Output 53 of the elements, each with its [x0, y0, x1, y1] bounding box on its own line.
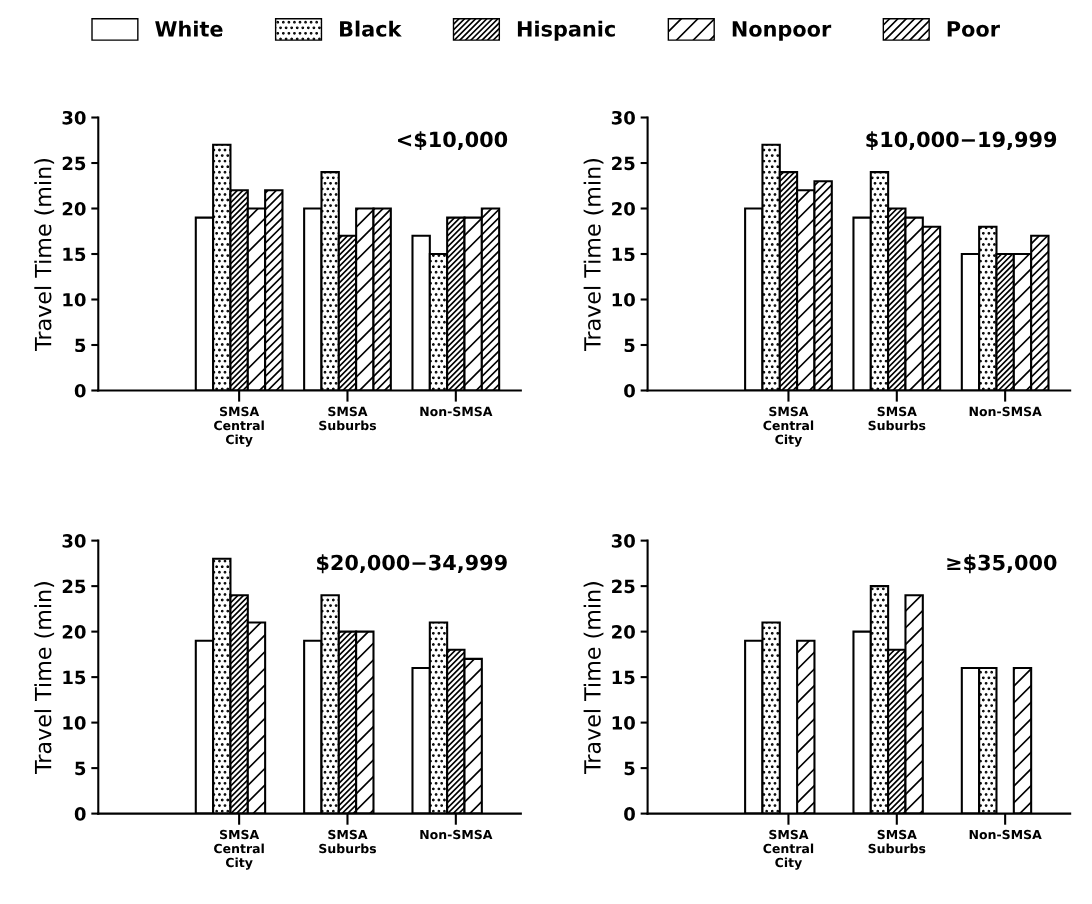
- y-tick-label: 20: [612, 201, 635, 216]
- y-tick-label: 5: [624, 761, 635, 776]
- legend-label: Hispanic: [517, 20, 615, 41]
- y-tick-label: 0: [74, 807, 86, 821]
- legend-label: Black: [340, 20, 402, 37]
- y-axis-title: Travel Time (min): [583, 159, 604, 351]
- y-tick-label: 20: [62, 625, 86, 639]
- y-tick-label: 25: [612, 156, 635, 171]
- x-tick-label: SMSA Central City: [214, 829, 264, 870]
- y-tick-label: 30: [611, 110, 635, 125]
- legend-label: Nonpoor: [732, 21, 832, 41]
- x-tick-label: SMSA Central City: [763, 406, 814, 447]
- y-tick-label: 30: [611, 534, 635, 548]
- legend-label: Poor: [947, 21, 1000, 37]
- y-tick-label: 20: [612, 625, 635, 639]
- y-tick-label: 0: [624, 807, 635, 821]
- y-tick-label: 10: [612, 716, 635, 730]
- y-tick-label: 10: [612, 292, 635, 307]
- y-tick-label: 10: [63, 292, 86, 307]
- y-tick-label: 10: [63, 716, 86, 730]
- y-tick-label: 20: [62, 201, 86, 216]
- x-tick-label: SMSA Suburbs: [868, 829, 926, 854]
- text: $20,000−34,999: [317, 554, 507, 574]
- x-tick-label: SMSA Central City: [214, 406, 264, 447]
- x-tick-label: Non-SMSA: [420, 829, 493, 840]
- y-tick-label: 30: [62, 110, 86, 125]
- x-tick-label: Non-SMSA: [420, 406, 493, 417]
- y-tick-label: 15: [612, 670, 635, 685]
- y-tick-label: 5: [75, 338, 86, 353]
- y-tick-label: 25: [62, 579, 86, 594]
- y-tick-label: 0: [624, 383, 635, 398]
- x-tick-label: SMSA Suburbs: [319, 829, 377, 854]
- x-tick-label: SMSA Suburbs: [868, 406, 926, 431]
- x-tick-label: SMSA Central City: [763, 829, 814, 870]
- y-tick-label: 5: [75, 761, 86, 776]
- y-tick-label: 30: [62, 534, 86, 548]
- y-tick-label: 5: [624, 338, 635, 353]
- y-tick-label: 15: [63, 670, 86, 685]
- x-tick-label: SMSA Suburbs: [319, 406, 377, 431]
- legend-label: White: [155, 20, 223, 37]
- y-tick-label: 25: [612, 579, 635, 594]
- text: ≥$35,000: [947, 554, 1057, 574]
- x-tick-label: Non-SMSA: [969, 406, 1042, 417]
- y-tick-label: 15: [612, 247, 635, 262]
- y-axis-title: Travel Time (min): [34, 582, 55, 775]
- y-tick-label: 0: [74, 383, 86, 398]
- text: $10,000−19,999: [866, 131, 1057, 151]
- text: <$10,000: [398, 131, 508, 151]
- x-tick-label: Non-SMSA: [969, 829, 1042, 840]
- y-axis-title: Travel Time (min): [34, 159, 55, 351]
- y-tick-label: 15: [63, 247, 86, 262]
- y-axis-title: Travel Time (min): [583, 582, 604, 775]
- y-tick-label: 25: [62, 156, 86, 171]
